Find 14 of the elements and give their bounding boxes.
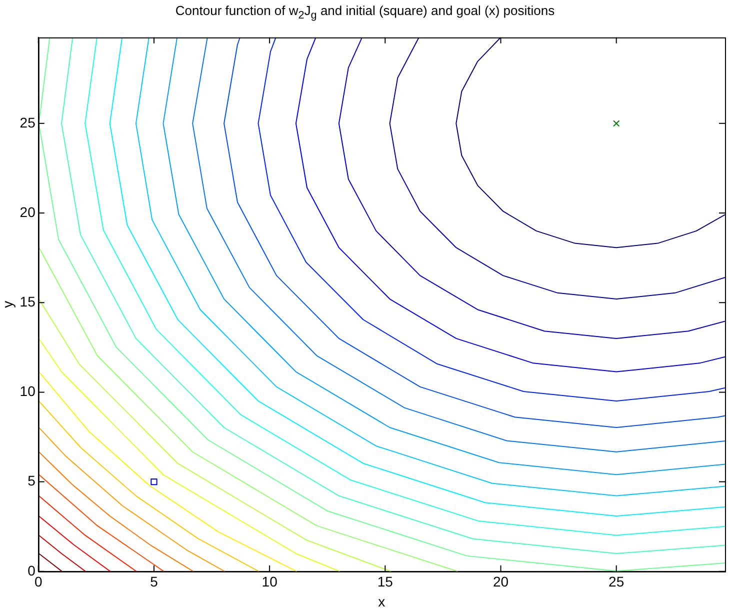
y-axis-title: y (0, 300, 16, 308)
y-tick-label: 5 (28, 472, 36, 489)
y-tick-label: 15 (20, 293, 36, 310)
y-tick-label: 0 (28, 562, 36, 578)
y-tick-label: 25 (20, 114, 36, 130)
x-tick-label: 20 (492, 574, 509, 590)
y-tick-label: 20 (20, 204, 36, 220)
chart-title: Contour function of w$_{2}$J$_{g}$ and initial (square) and goal (x) positions (174, 2, 556, 24)
x-tick-label: 25 (608, 574, 624, 590)
x-tick-label: 10 (262, 574, 278, 590)
x-tick-label: 5 (150, 574, 158, 590)
x-tick-label: 15 (377, 574, 394, 590)
y-tick-label: 10 (20, 383, 36, 400)
x-axis-title: x (378, 593, 386, 610)
